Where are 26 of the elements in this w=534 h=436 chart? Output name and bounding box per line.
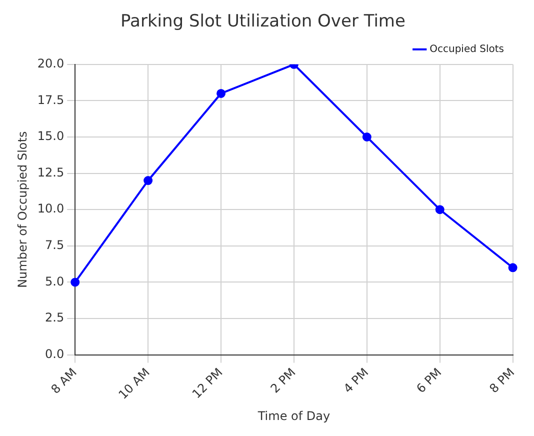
y-tick-label: 5.0 (45, 274, 64, 288)
x-tick-label: 8 PM (486, 365, 518, 396)
y-tick-label: 10.0 (37, 202, 64, 216)
x-axis-title: Time of Day (256, 408, 330, 423)
x-tick-label: 4 PM (340, 365, 372, 396)
point (508, 263, 518, 272)
y-tick-label: 7.5 (45, 238, 64, 252)
x-tick-label: 8 AM (48, 365, 80, 396)
y-tick-label: 0.0 (45, 346, 64, 361)
y-tick-label: 20.0 (37, 56, 64, 71)
y-tick-label: 15.0 (37, 129, 64, 144)
y-tick-label: 2.5 (45, 310, 64, 325)
point (435, 205, 444, 214)
chart-title: Parking Slot Utilization Over Time (120, 12, 406, 32)
y-tick-label: 17.5 (37, 92, 64, 107)
x-tick-label: 12 PM (190, 365, 226, 402)
point (216, 88, 226, 98)
x-tick-label: 10 AM (116, 365, 152, 402)
y-axis-title: Number of Occupied Slots (15, 131, 30, 288)
x-tick-label: 6 PM (414, 365, 444, 396)
y-tick-label: 12.5 (37, 165, 64, 180)
x-tick-label: 2 PM (268, 365, 298, 396)
legend-label: Occupied Slots (430, 44, 504, 55)
point (362, 132, 372, 142)
point (144, 176, 153, 186)
point (70, 278, 80, 287)
